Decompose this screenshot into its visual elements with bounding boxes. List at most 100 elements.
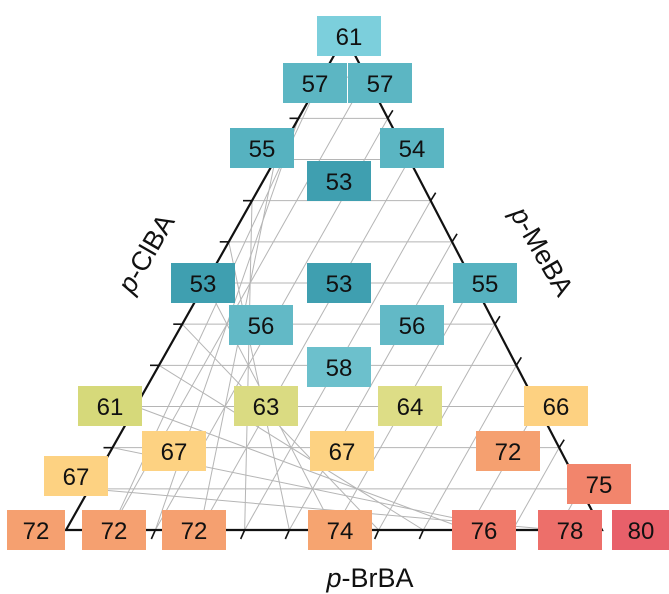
- value-cell: 55: [230, 128, 294, 168]
- value-cell: 64: [378, 386, 442, 426]
- value-cell: 78: [538, 510, 602, 550]
- axis-label-left: p-ClBA: [111, 209, 180, 299]
- value-cell-label: 53: [326, 169, 353, 196]
- grid-line: [378, 323, 496, 531]
- value-cell-label: 76: [471, 518, 498, 545]
- axis-tick: [284, 529, 291, 540]
- axis-tick: [515, 356, 523, 366]
- value-cell-label: 63: [253, 394, 280, 421]
- value-cell: 66: [524, 386, 588, 426]
- value-cell-label: 55: [472, 271, 499, 298]
- axis-tick: [429, 192, 437, 202]
- value-cell-box: [230, 128, 294, 168]
- value-cell-label: 67: [161, 439, 188, 466]
- value-cell: 76: [452, 510, 516, 550]
- value-cell-label: 56: [399, 313, 426, 340]
- value-cell: 58: [307, 347, 371, 387]
- value-cell-box: [162, 510, 226, 550]
- value-cell-box: [612, 510, 669, 550]
- value-cell: 80: [612, 510, 669, 550]
- value-cell-box: [307, 263, 371, 303]
- value-cell-label: 67: [329, 439, 356, 466]
- axis-tick: [494, 315, 501, 325]
- value-cell: 55: [453, 263, 517, 303]
- value-cell-box: [476, 431, 540, 471]
- value-cell-box: [380, 128, 444, 168]
- value-cell-box: [310, 431, 374, 471]
- value-cell-label: 75: [586, 472, 613, 499]
- value-cell-label: 72: [181, 518, 208, 545]
- value-cell-label: 53: [190, 271, 217, 298]
- value-cell: 61: [78, 386, 142, 426]
- value-cell-label: 64: [397, 394, 424, 421]
- value-cell-label: 78: [557, 518, 584, 545]
- value-cell-box: [307, 161, 371, 201]
- axis-tick: [451, 233, 458, 243]
- grid-line: [199, 159, 410, 531]
- value-cell: 53: [307, 161, 371, 201]
- value-cell: 74: [308, 510, 372, 550]
- axis-tick: [418, 529, 425, 540]
- axis-label-bottom: p-BrBA: [325, 563, 413, 593]
- value-cell: 56: [229, 305, 293, 345]
- value-cell-box: [82, 510, 146, 550]
- value-cell-box: [171, 263, 235, 303]
- value-cell-box: [142, 431, 206, 471]
- grid-line: [512, 447, 560, 531]
- grid-line: [422, 365, 517, 531]
- value-cell: 56: [380, 305, 444, 345]
- value-cell-label: 67: [63, 464, 90, 491]
- value-cell: 61: [317, 16, 381, 56]
- value-cell: 72: [162, 510, 226, 550]
- value-cell-box: [234, 386, 298, 426]
- value-cell: 67: [44, 456, 108, 496]
- value-cell-box: [7, 510, 65, 550]
- value-cell-box: [307, 347, 371, 387]
- value-cell-label: 72: [23, 518, 50, 545]
- value-cell-box: [452, 510, 516, 550]
- value-cell-label: 74: [327, 518, 354, 545]
- value-cell-box: [380, 305, 444, 345]
- value-cell: 67: [310, 431, 374, 471]
- value-cell-label: 80: [628, 518, 655, 545]
- value-cell-box: [44, 456, 108, 496]
- value-cell-box: [453, 263, 517, 303]
- value-cell-label: 66: [543, 394, 570, 421]
- value-cell: 57: [283, 63, 347, 103]
- axis-tick: [150, 529, 157, 540]
- value-cell-label: 57: [367, 71, 394, 98]
- value-cell: 75: [567, 464, 631, 504]
- value-cell: 57: [348, 63, 412, 103]
- value-cell-box: [538, 510, 602, 550]
- value-cell-box: [317, 16, 381, 56]
- value-cell-label: 58: [326, 355, 353, 382]
- value-cell: 63: [234, 386, 298, 426]
- value-cell-label: 53: [326, 271, 353, 298]
- value-cell: 72: [82, 510, 146, 550]
- axis-tick: [373, 529, 380, 540]
- value-cell-label: 57: [302, 71, 329, 98]
- value-cell: 72: [7, 510, 65, 550]
- value-cell-label: 56: [248, 313, 275, 340]
- value-cell-box: [524, 386, 588, 426]
- value-cell-box: [567, 464, 631, 504]
- value-cell-box: [78, 386, 142, 426]
- value-cell: 53: [171, 263, 235, 303]
- value-cell-label: 72: [101, 518, 128, 545]
- axis-tick: [387, 109, 394, 119]
- value-cell-box: [283, 63, 347, 103]
- value-cell-box: [229, 305, 293, 345]
- axis-tick: [558, 439, 565, 449]
- value-cell-label: 55: [249, 136, 276, 163]
- value-cell-label: 54: [399, 136, 426, 163]
- value-cell-label: 72: [495, 439, 522, 466]
- value-cell-box: [308, 510, 372, 550]
- value-cell-label: 61: [97, 394, 124, 421]
- value-cell-label: 61: [336, 24, 363, 51]
- value-cell-box: [378, 386, 442, 426]
- value-cell: 53: [307, 263, 371, 303]
- axis-tick: [239, 529, 246, 540]
- value-cell: 67: [142, 431, 206, 471]
